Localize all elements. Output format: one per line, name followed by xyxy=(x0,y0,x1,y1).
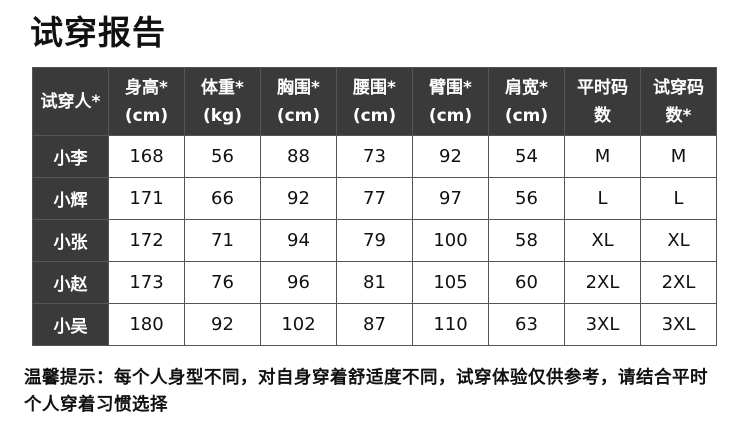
table-cell: 172 xyxy=(108,219,185,262)
column-header-line: 肩宽* xyxy=(505,77,548,98)
table-cell: 88 xyxy=(260,135,337,178)
column-header-line: 体重* xyxy=(201,77,244,98)
table-cell: 2XL xyxy=(640,261,717,304)
table-cell: 56 xyxy=(488,177,565,220)
column-header: 胸围* (cm) xyxy=(260,67,337,136)
column-header-line: 腰围* xyxy=(353,77,396,98)
column-header-line: 数 xyxy=(594,105,611,126)
table-row: 小辉 171 66 92 77 97 56 L L xyxy=(32,177,717,220)
table-cell: 173 xyxy=(108,261,185,304)
column-header-line: 臂围* xyxy=(429,77,472,98)
header-row: 试穿人* 身高* (cm) 体重* (kg) 胸围* (cm) 腰围* (cm) 臂围* (cm) 肩… xyxy=(32,67,717,136)
table-cell: 100 xyxy=(412,219,489,262)
table-cell: 54 xyxy=(488,135,565,178)
table-row: 小吴 180 92 102 87 110 63 3XL 3XL xyxy=(32,303,717,346)
column-header-line: (cm) xyxy=(124,105,169,126)
table-cell: 94 xyxy=(260,219,337,262)
column-header-line: (cm) xyxy=(276,105,321,126)
table-cell: 3XL xyxy=(640,303,717,346)
table-row: 小赵 173 76 96 81 105 60 2XL 2XL xyxy=(32,261,717,304)
table-cell: 79 xyxy=(336,219,413,262)
table-cell: 76 xyxy=(184,261,261,304)
table-cell: M xyxy=(640,135,717,178)
table-cell: 180 xyxy=(108,303,185,346)
column-header-line: 身高* xyxy=(125,77,168,98)
column-header: 试穿码数* xyxy=(640,67,717,136)
tester-name: 小吴 xyxy=(32,303,109,346)
column-header: 体重* (kg) xyxy=(184,67,261,136)
table-cell: 58 xyxy=(488,219,565,262)
table-cell: 66 xyxy=(184,177,261,220)
column-header-line: (cm) xyxy=(352,105,397,126)
table-cell: 71 xyxy=(184,219,261,262)
column-header: 臂围* (cm) xyxy=(412,67,489,136)
table-cell: 2XL xyxy=(564,261,641,304)
table-row: 小张 172 71 94 79 100 58 XL XL xyxy=(32,219,717,262)
tip-note: 温馨提示：每个人身型不同，对自身穿着舒适度不同，试穿体验仅供参考，请结合平时个人… xyxy=(24,368,708,415)
column-header: 腰围* (cm) xyxy=(336,67,413,136)
table-cell: 92 xyxy=(412,135,489,178)
column-header-line: 平时码 xyxy=(577,77,628,98)
column-header-line: 胸围* xyxy=(277,77,320,98)
column-header: 肩宽* (cm) xyxy=(488,67,565,136)
table-cell: 77 xyxy=(336,177,413,220)
column-header: 平时码数 xyxy=(564,67,641,136)
column-header-line: 试穿码 xyxy=(653,77,704,98)
table-cell: 63 xyxy=(488,303,565,346)
column-header: 身高* (cm) xyxy=(108,67,185,136)
table-cell: M xyxy=(564,135,641,178)
column-header-line: 数* xyxy=(665,105,692,126)
size-table: 试穿人* 身高* (cm) 体重* (kg) 胸围* (cm) 腰围* (cm) 臂围* (cm) 肩… xyxy=(32,67,717,346)
table-cell: 3XL xyxy=(564,303,641,346)
table-cell: 87 xyxy=(336,303,413,346)
table-cell: XL xyxy=(564,219,641,262)
table-cell: 56 xyxy=(184,135,261,178)
tester-name: 小张 xyxy=(32,219,109,262)
table-cell: 81 xyxy=(336,261,413,304)
table-cell: 60 xyxy=(488,261,565,304)
tester-name: 小赵 xyxy=(32,261,109,304)
table-cell: 73 xyxy=(336,135,413,178)
table-cell: 110 xyxy=(412,303,489,346)
column-header: 试穿人* xyxy=(32,67,109,136)
table-cell: L xyxy=(640,177,717,220)
table-cell: 171 xyxy=(108,177,185,220)
table-cell: 102 xyxy=(260,303,337,346)
tester-name: 小李 xyxy=(32,135,109,178)
table-cell: 92 xyxy=(260,177,337,220)
table-row: 小李 168 56 88 73 92 54 M M xyxy=(32,135,717,178)
page-title: 试穿报告 xyxy=(30,13,166,52)
table-cell: XL xyxy=(640,219,717,262)
table-cell: 92 xyxy=(184,303,261,346)
tester-name: 小辉 xyxy=(32,177,109,220)
table-cell: 96 xyxy=(260,261,337,304)
table-cell: 97 xyxy=(412,177,489,220)
column-header-line: (cm) xyxy=(428,105,473,126)
table-cell: L xyxy=(564,177,641,220)
column-header-line: (kg) xyxy=(202,105,242,126)
table-cell: 168 xyxy=(108,135,185,178)
table-cell: 105 xyxy=(412,261,489,304)
column-header-line: (cm) xyxy=(504,105,549,126)
column-header-line: 试穿人* xyxy=(40,91,101,112)
